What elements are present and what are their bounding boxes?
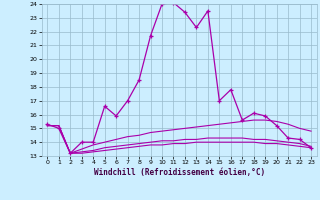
X-axis label: Windchill (Refroidissement éolien,°C): Windchill (Refroidissement éolien,°C) [94, 168, 265, 177]
